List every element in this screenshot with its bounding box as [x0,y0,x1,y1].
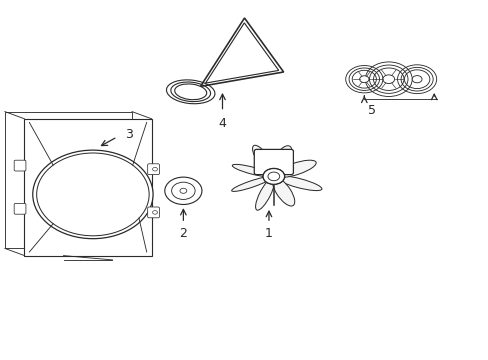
FancyBboxPatch shape [147,164,159,175]
Circle shape [263,168,284,184]
Text: 5: 5 [367,104,375,117]
Bar [24,119,151,256]
Circle shape [382,75,394,84]
Text: 1: 1 [264,227,272,240]
Circle shape [263,168,284,184]
FancyBboxPatch shape [14,203,26,214]
Ellipse shape [276,176,321,190]
Ellipse shape [275,160,316,177]
Ellipse shape [232,165,271,177]
Circle shape [411,76,421,83]
Ellipse shape [272,178,294,206]
FancyBboxPatch shape [254,149,293,175]
Text: 3: 3 [124,129,132,141]
FancyBboxPatch shape [147,207,159,218]
Text: 4: 4 [218,117,226,130]
Circle shape [33,150,153,239]
FancyBboxPatch shape [14,160,26,171]
Circle shape [359,76,368,83]
Ellipse shape [271,146,291,175]
Ellipse shape [252,145,274,175]
Circle shape [164,177,202,204]
Text: 2: 2 [179,227,187,240]
Ellipse shape [231,177,271,192]
Ellipse shape [255,178,274,210]
